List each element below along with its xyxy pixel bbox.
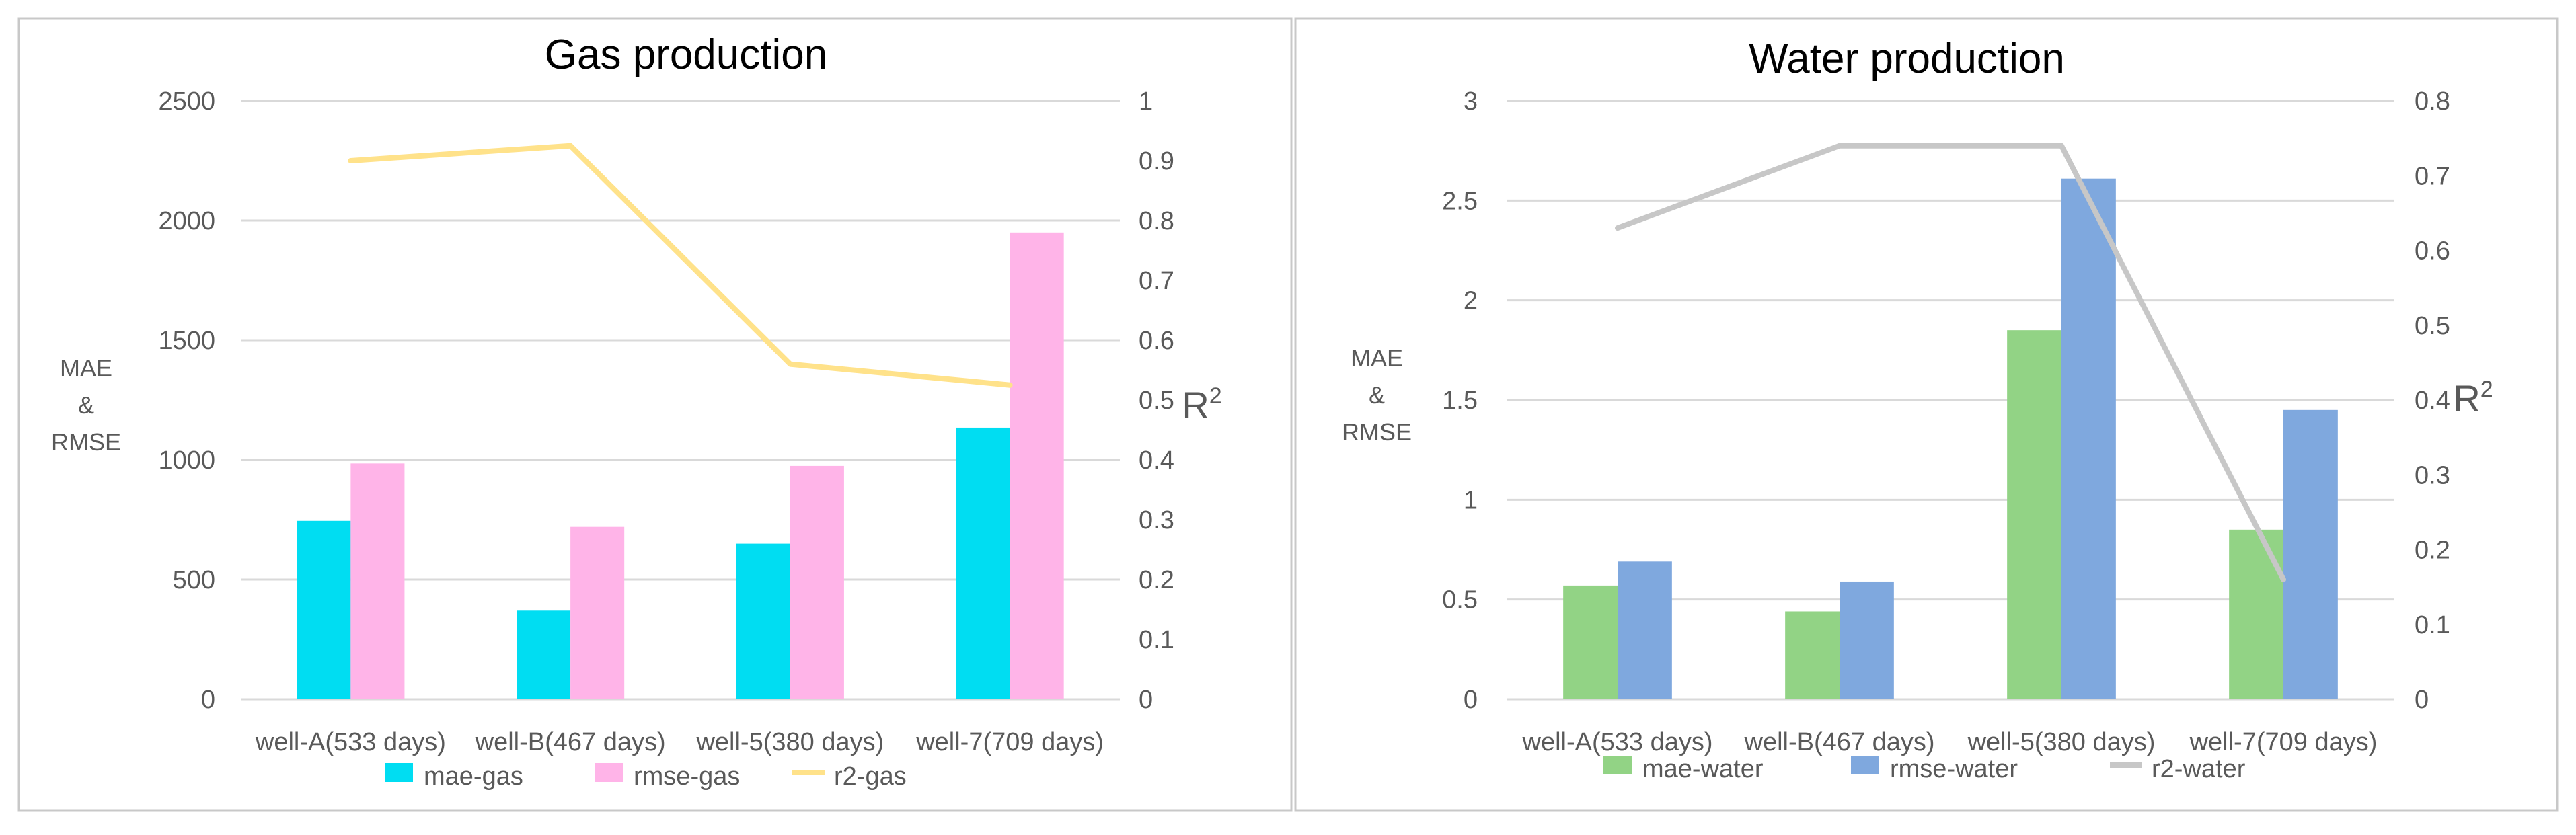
- legend-label: rmse-water: [1890, 755, 2018, 783]
- chart-title: Water production: [1749, 36, 2065, 82]
- gas-production-chart: Gas production 0 500 1000 1500 2000 2500 0 0.1 0.…: [51, 32, 1222, 791]
- water-production-chart: Water production 0 0.5 1 1.5 2 2.5 3 0 0.1 0.2 0.3 0…: [1342, 36, 2493, 783]
- legend-label: mae-gas: [424, 762, 523, 791]
- y-left-axis-title: MAE: [1351, 344, 1403, 372]
- bar-mae-gas-3: [736, 543, 790, 699]
- bar-mae-gas-2: [517, 610, 571, 699]
- y-right-tick-label: 0.4: [2415, 387, 2450, 415]
- y-right-tick-label: 0.9: [1139, 147, 1174, 175]
- x-category-label: well-B(467 days): [475, 728, 666, 756]
- bar-mae-water-2: [1785, 611, 1840, 699]
- legend-label: r2-gas: [834, 762, 907, 791]
- bar-rmse-gas-2: [570, 526, 625, 699]
- y-left-tick-label: 1.5: [1442, 387, 1478, 415]
- line-r2-water: [1615, 143, 2286, 582]
- line-r2-gas: [348, 143, 1013, 388]
- y-right-axis-title-superscript: 2: [2480, 376, 2493, 402]
- y-left-tick-label: 3: [1464, 87, 1478, 116]
- y-left-axis-title: &: [78, 391, 94, 419]
- y-right-tick-label: 0.6: [1139, 327, 1174, 355]
- water-panel-frame: [1294, 17, 2559, 812]
- y-left-tick-label: 0: [201, 686, 215, 714]
- y-right-tick-label: 0.2: [2415, 536, 2450, 565]
- bar-rmse-water-4: [2283, 409, 2338, 699]
- x-category-label: well-5(380 days): [1967, 728, 2156, 756]
- bar-mae-water-1: [1563, 585, 1618, 699]
- legend-swatch-rmse-gas: [595, 763, 623, 782]
- y-left-tick-label: 2500: [158, 87, 215, 116]
- bar-mae-water-3: [2007, 330, 2061, 700]
- x-category-label: well-A(533 days): [1522, 728, 1713, 756]
- legend-swatch-mae-water: [1603, 756, 1632, 774]
- bar-rmse-water-3: [2061, 178, 2116, 699]
- y-left-tick-label: 2.5: [1442, 187, 1478, 215]
- x-category-label: well-B(467 days): [1744, 728, 1935, 756]
- bar-mae-water-4: [2229, 529, 2283, 699]
- y-left-tick-label: 500: [173, 566, 215, 594]
- y-right-tick-label: 0.5: [2415, 312, 2450, 340]
- y-right-tick-label: 0: [1139, 686, 1153, 714]
- bar-mae-gas-1: [297, 520, 351, 699]
- y-right-tick-label: 0.3: [1139, 506, 1174, 534]
- y-left-tick-label: 1500: [158, 327, 215, 355]
- y-right-tick-label: 0.6: [2415, 237, 2450, 266]
- chart-title: Gas production: [545, 32, 827, 78]
- y-left-axis-title: RMSE: [1342, 418, 1412, 446]
- legend-swatch-mae-gas: [385, 763, 413, 782]
- y-right-tick-label: 0.2: [1139, 566, 1174, 594]
- x-category-label: well-7(709 days): [915, 728, 1104, 756]
- y-right-tick-label: 0.8: [1139, 207, 1174, 235]
- legend-swatch-rmse-water: [1851, 756, 1879, 774]
- y-right-tick-label: 0.1: [2415, 611, 2450, 639]
- y-right-tick-label: 0.5: [1139, 387, 1174, 415]
- y-left-axis-title: MAE: [60, 354, 112, 382]
- y-right-tick-label: 0: [2415, 686, 2429, 714]
- y-left-tick-label: 2000: [158, 207, 215, 235]
- y-right-tick-label: 0.4: [1139, 446, 1174, 475]
- y-right-axis-title: R2: [1182, 383, 1221, 426]
- bar-mae-gas-4: [956, 427, 1010, 699]
- legend-label: r2-water: [2152, 755, 2246, 783]
- y-right-tick-label: 0.7: [2415, 162, 2450, 190]
- bar-rmse-gas-3: [790, 465, 844, 699]
- legend-label: rmse-gas: [634, 762, 740, 791]
- x-category-label: well-5(380 days): [695, 728, 884, 756]
- gas-panel-frame: [17, 17, 1293, 812]
- y-right-axis-title: R2: [2453, 376, 2493, 420]
- y-left-axis-title: RMSE: [51, 428, 121, 456]
- bar-rmse-water-2: [1840, 581, 1894, 699]
- bar-rmse-gas-4: [1010, 232, 1064, 699]
- legend-label: mae-water: [1642, 755, 1764, 783]
- y-left-tick-label: 1000: [158, 446, 215, 475]
- y-right-tick-label: 0.3: [2415, 461, 2450, 489]
- y-left-tick-label: 0: [1464, 686, 1478, 714]
- y-right-tick-label: 1: [1139, 87, 1153, 116]
- y-right-tick-label: 0.1: [1139, 626, 1174, 654]
- x-category-label: well-7(709 days): [2189, 728, 2378, 756]
- x-category-label: well-A(533 days): [255, 728, 446, 756]
- y-right-axis-title-main: R: [1182, 384, 1209, 426]
- y-right-tick-label: 0.8: [2415, 87, 2450, 116]
- y-right-axis-title-superscript: 2: [1209, 383, 1222, 409]
- y-left-tick-label: 1: [1464, 486, 1478, 514]
- y-left-axis-title: &: [1369, 381, 1385, 409]
- y-right-axis-title-main: R: [2453, 377, 2480, 420]
- y-left-tick-label: 0.5: [1442, 586, 1478, 614]
- y-right-tick-label: 0.7: [1139, 267, 1174, 295]
- y-left-tick-label: 2: [1464, 287, 1478, 315]
- bar-rmse-water-1: [1618, 561, 1672, 699]
- bar-rmse-gas-1: [350, 463, 405, 699]
